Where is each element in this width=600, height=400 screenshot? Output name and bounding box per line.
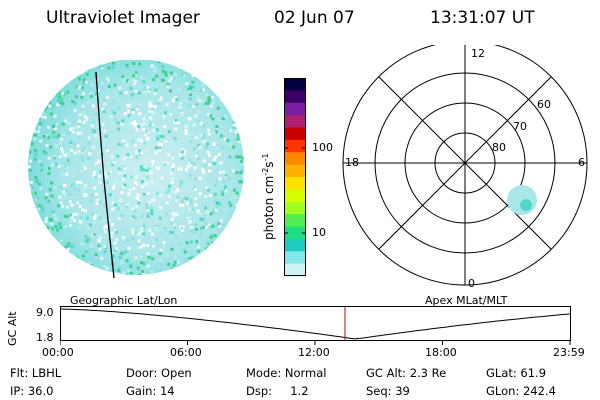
timeline-ylabel: GC Alt: [6, 311, 19, 346]
timeline-plot: [60, 306, 571, 345]
colorbar-segment: [284, 226, 306, 240]
info-dsp: Dsp: 1.2: [246, 384, 309, 398]
lat-label-60: 60: [537, 98, 551, 111]
info-gain: Gain: 14: [126, 384, 175, 398]
date-label: 02 Jun 07: [274, 8, 355, 28]
colorbar-segment: [284, 238, 306, 252]
mlt-label-0: 0: [468, 277, 475, 290]
timeline-xtick-4: 23:59: [553, 346, 585, 359]
left-panel-caption: Geographic Lat/Lon: [70, 294, 178, 307]
colorbar-segment: [284, 177, 306, 190]
terminator-line: [95, 71, 115, 279]
colorbar-segment: [284, 78, 306, 91]
timeline-xtick-2: 12:00: [298, 346, 330, 359]
mlt-label-6: 6: [578, 156, 585, 169]
mlt-label-18: 18: [345, 156, 359, 169]
uv-image-disk: [28, 60, 244, 279]
polar-plot: [342, 45, 588, 286]
colorbar-segment: [284, 189, 306, 203]
colorbar-segment: [284, 139, 306, 153]
colorbar: [284, 78, 306, 277]
colorbar-segment: [284, 115, 306, 129]
altitude-curve: [60, 308, 571, 340]
timeline-ytick-bottom: 1.8: [36, 331, 54, 344]
colorbar-segment: [284, 90, 306, 104]
timeline-xtick-3: 18:00: [425, 346, 457, 359]
lat-label-70: 70: [513, 120, 527, 133]
colorbar-segment: [284, 127, 306, 141]
colorbar-segment: [284, 201, 306, 215]
info-door: Door: Open: [126, 366, 192, 380]
info-glon: GLon: 242.4: [486, 384, 556, 398]
lat-label-80: 80: [492, 141, 506, 154]
polar-image-patch: [507, 185, 537, 215]
colorbar-tick-10: 10: [312, 226, 326, 239]
info-gc-alt: GC Alt: 2.3 Re: [366, 366, 447, 380]
colorbar-label: photon cm-2s-1: [261, 153, 276, 240]
mlt-label-12: 12: [471, 47, 485, 60]
instrument-title: Ultraviolet Imager: [46, 8, 200, 28]
colorbar-segment: [284, 263, 306, 277]
time-label: 13:31:07 UT: [430, 8, 535, 28]
timeline-ytick-top: 9.0: [36, 306, 54, 319]
colorbar-segment: [284, 102, 306, 116]
info-seq: Seq: 39: [366, 384, 410, 398]
timeline-xtick-0: 00:00: [42, 346, 74, 359]
right-panel-caption: Apex MLat/MLT: [425, 294, 508, 307]
timeline-xtick-1: 06:00: [170, 346, 202, 359]
colorbar-tick-100: 100: [312, 141, 333, 154]
info-mode: Mode: Normal: [246, 366, 327, 380]
polar-diagonal-2: [378, 76, 552, 250]
info-glat: GLat: 61.9: [486, 366, 547, 380]
colorbar-segment: [284, 152, 306, 166]
colorbar-segment: [284, 251, 306, 265]
colorbar-segment: [284, 214, 306, 228]
info-flt: Flt: LBHL: [10, 366, 62, 380]
timeline-frame: [60, 306, 571, 341]
polar-image-patch-core: [520, 199, 532, 211]
info-ip: IP: 36.0: [10, 384, 54, 398]
colorbar-segment: [284, 164, 306, 178]
